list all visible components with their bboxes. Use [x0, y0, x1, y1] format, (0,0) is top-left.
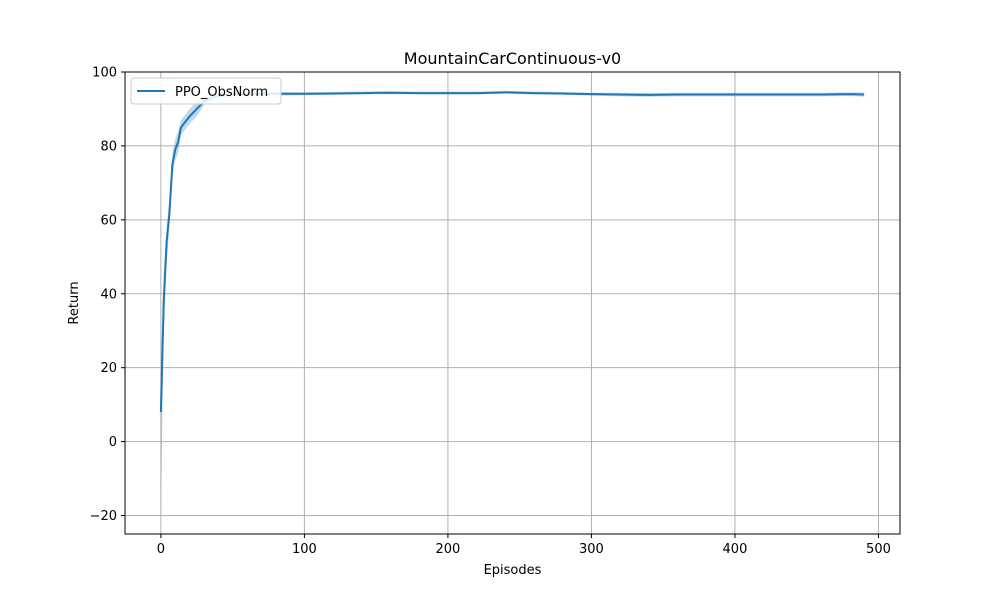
- y-axis: −20 0 20 40 60 80 100: [90, 66, 125, 524]
- x-tick-label: 500: [866, 542, 891, 557]
- line-layer: [159, 91, 865, 413]
- x-tick-label: 100: [292, 542, 317, 557]
- y-tick-label: 20: [100, 361, 117, 376]
- x-tick-label: 200: [436, 542, 461, 557]
- y-tick-label: 100: [92, 66, 117, 81]
- grid: [125, 71, 900, 534]
- x-tick-label: 0: [157, 542, 165, 557]
- chart-title: MountainCarContinuous-v0: [404, 49, 621, 68]
- y-tick-label: 60: [100, 213, 117, 228]
- legend-box: [130, 77, 282, 105]
- y-axis-label: Return: [67, 281, 82, 324]
- x-tick-label: 300: [579, 542, 604, 557]
- plot-frame: [124, 71, 901, 535]
- x-tick-label: 400: [723, 542, 748, 557]
- legend-label: PPO_ObsNorm: [175, 85, 268, 100]
- y-tick-label: −20: [90, 509, 117, 524]
- x-axis-label: Episodes: [484, 563, 542, 578]
- series-line: [159, 91, 865, 413]
- y-tick-label: 40: [100, 287, 117, 302]
- x-axis: 0 100 200 300 400 500: [157, 534, 891, 557]
- legend: PPO_ObsNorm: [130, 77, 282, 105]
- y-tick-label: 0: [109, 435, 117, 450]
- y-tick-label: 80: [100, 139, 117, 154]
